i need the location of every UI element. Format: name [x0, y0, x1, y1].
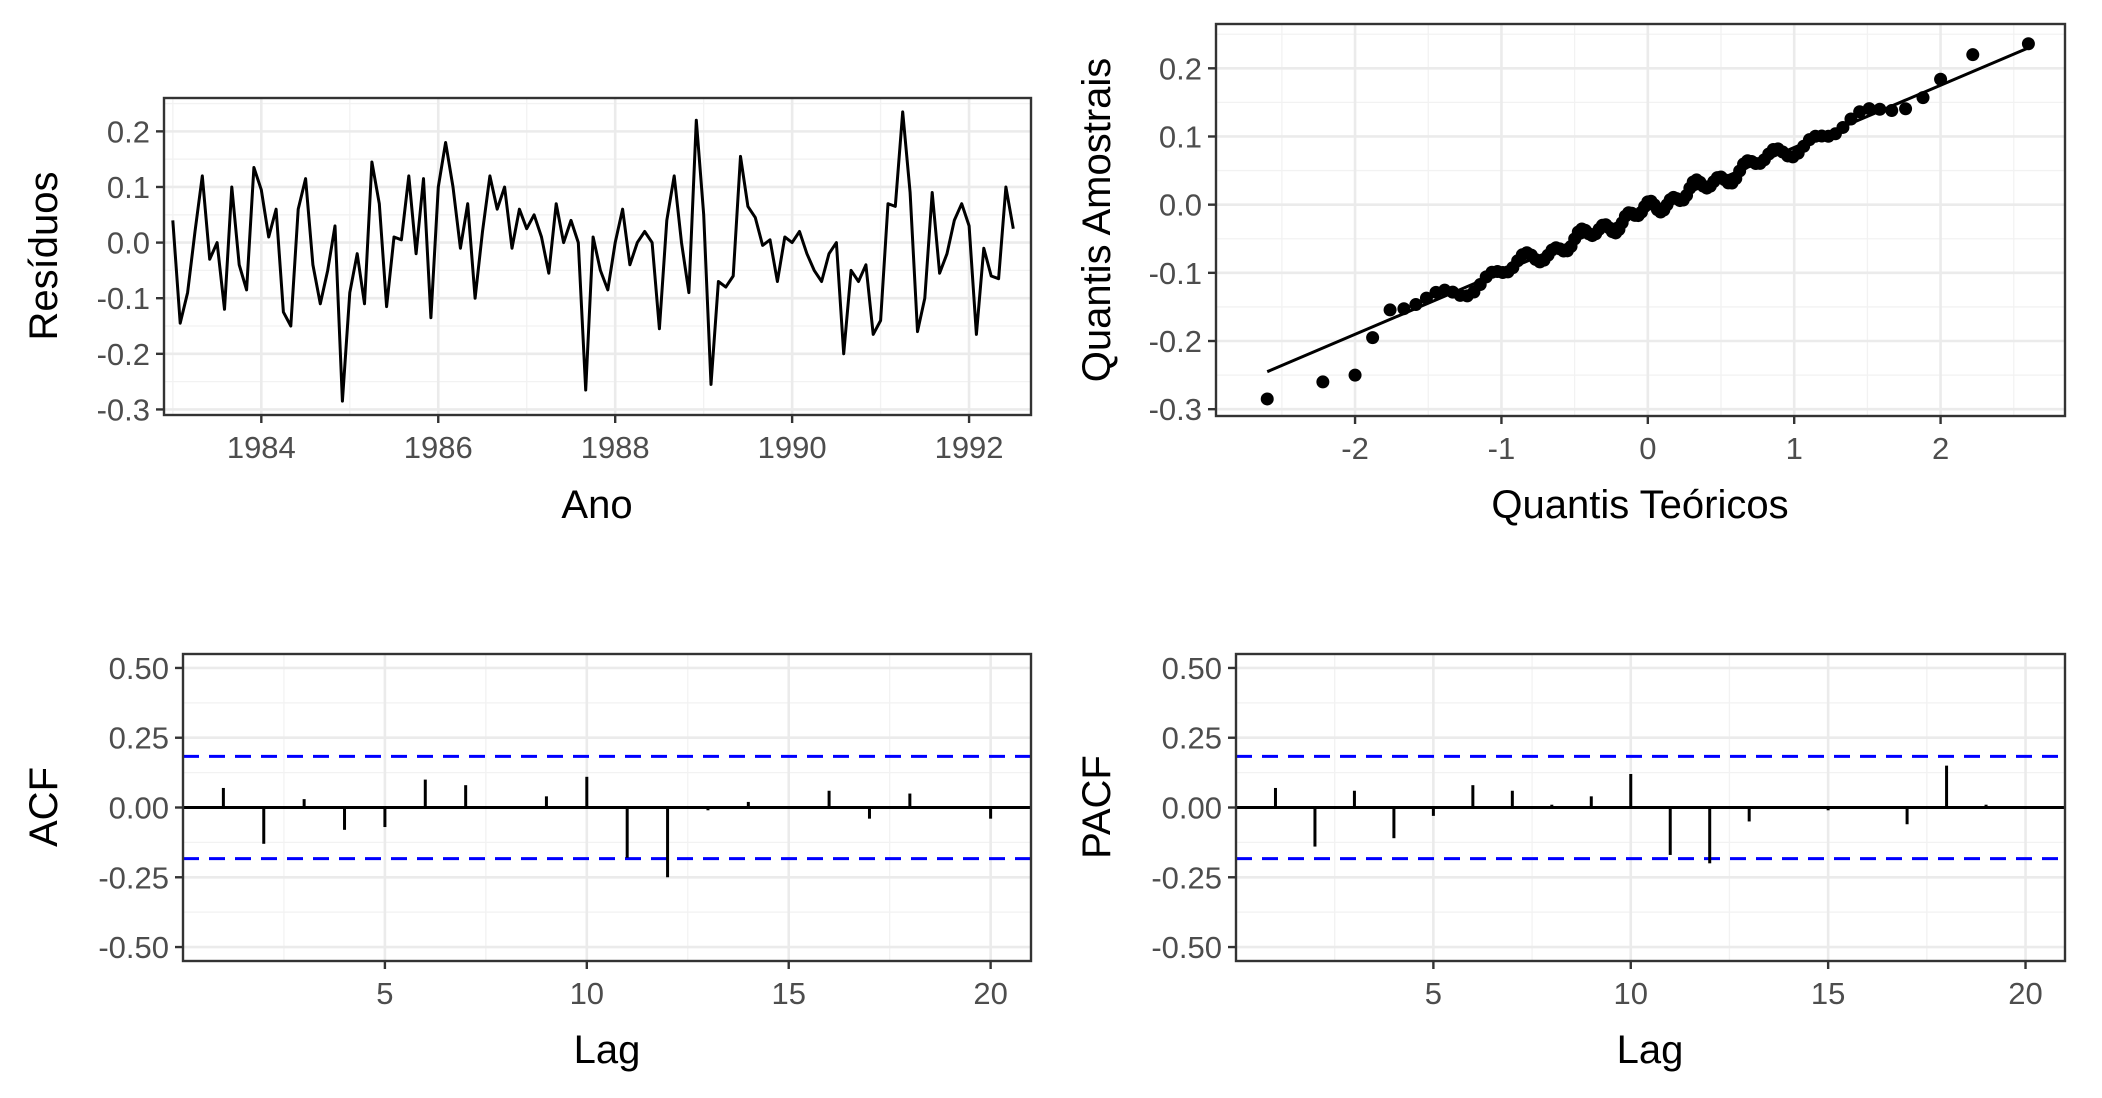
qq-point: [1885, 104, 1899, 118]
residuals-x-tick-label: 1992: [935, 430, 1004, 465]
acf-x-tick-label: 20: [973, 976, 1007, 1011]
qq-y-tick-label: 0.2: [1159, 51, 1202, 86]
residuals-y-tick-label: -0.3: [97, 392, 150, 427]
qq-y-axis-label: Quantis Amostrais: [1075, 58, 1119, 383]
qq-point: [1916, 91, 1930, 105]
acf-ticks: 5 10 15 20 -0.50 -0.25 0.00 0.25 0.50: [98, 651, 1008, 1011]
acf-y-tick-label: 0.50: [109, 651, 169, 686]
acf-x-tick-label: 10: [570, 976, 604, 1011]
residuals-y-axis-label: Resíduos: [22, 172, 66, 341]
qq-point: [1366, 331, 1380, 345]
qq-marks: [1260, 37, 2035, 406]
residuals-x-tick-label: 1984: [227, 430, 296, 465]
qq-ticks: -2 -1 0 1 2 -0.3 -0.2 -0.1 0.0 0.1 0.2: [1149, 51, 1950, 466]
pacf-x-tick-label: 10: [1614, 976, 1648, 1011]
qq-panel: -2 -1 0 1 2 -0.3 -0.2 -0.1 0.0 0.1 0.2 Quantis Teó…: [1075, 22, 2067, 527]
qq-y-tick-label: -0.3: [1149, 392, 1202, 427]
residuals-y-tick-label: 0.2: [107, 114, 150, 149]
pacf-panel: 5 10 15 20 -0.50 -0.25 0.00 0.25 0.50 Lag PACF: [1075, 651, 2067, 1072]
qq-point: [1419, 291, 1433, 305]
acf-y-tick-label: 0.00: [109, 791, 169, 826]
residuals-marks: [171, 110, 1015, 403]
acf-y-tick-label: -0.50: [98, 930, 169, 965]
residuals-grid: [164, 98, 1031, 415]
pacf-x-tick-label: 15: [1811, 976, 1845, 1011]
acf-y-tick-label: 0.25: [109, 721, 169, 756]
pacf-x-tick-label: 20: [2008, 976, 2042, 1011]
pacf-marks: [1236, 754, 2065, 864]
residuals-panel-border: [162, 96, 1033, 417]
qq-point: [1899, 102, 1913, 116]
acf-x-tick-label: 5: [376, 976, 393, 1011]
residuals-x-axis-label: Ano: [561, 483, 632, 527]
residuals-x-tick-label: 1986: [404, 430, 473, 465]
qq-x-axis-label: Quantis Teóricos: [1491, 483, 1788, 527]
pacf-x-axis-label: Lag: [1617, 1028, 1684, 1072]
residuals-x-tick-label: 1990: [758, 430, 827, 465]
qq-y-tick-label: -0.1: [1149, 256, 1202, 291]
qq-y-tick-label: 0.0: [1159, 188, 1202, 223]
pacf-y-tick-label: -0.50: [1151, 930, 1222, 965]
qq-point: [1260, 392, 1274, 406]
qq-x-tick-label: 2: [1932, 431, 1949, 466]
qq-x-tick-label: 1: [1786, 431, 1803, 466]
residuals-y-tick-label: -0.2: [97, 337, 150, 372]
residuals-x-tick-label: 1988: [581, 430, 650, 465]
qq-x-tick-label: -2: [1341, 431, 1369, 466]
acf-y-tick-label: -0.25: [98, 860, 169, 895]
pacf-y-tick-label: 0.50: [1162, 651, 1222, 686]
qq-y-tick-label: 0.1: [1159, 119, 1202, 154]
qq-point: [1383, 303, 1397, 317]
qq-point: [1409, 298, 1423, 312]
qq-panel-border: [1214, 22, 2067, 418]
acf-marks: [183, 754, 1031, 878]
qq-point: [1844, 112, 1858, 126]
residuals-ticks: 1984 1986 1988 1990 1992 -0.3 -0.2 -0.1 0.0 0.1 0.…: [97, 114, 1004, 465]
qq-point: [1873, 102, 1887, 116]
acf-x-tick-label: 15: [771, 976, 805, 1011]
residuals-y-tick-label: -0.1: [97, 281, 150, 316]
qq-point: [1934, 72, 1948, 86]
qq-x-tick-label: -1: [1488, 431, 1516, 466]
qq-point: [1348, 368, 1362, 382]
pacf-x-tick-label: 5: [1425, 976, 1442, 1011]
pacf-ticks: 5 10 15 20 -0.50 -0.25 0.00 0.25 0.50: [1151, 651, 2042, 1011]
qq-point: [2021, 37, 2035, 51]
acf-x-axis-label: Lag: [574, 1028, 641, 1072]
qq-point: [1397, 302, 1411, 316]
qq-point: [1316, 375, 1330, 389]
pacf-y-axis-label: PACF: [1075, 755, 1119, 859]
residuals-y-tick-label: 0.0: [107, 226, 150, 261]
qq-point: [1966, 48, 1980, 62]
acf-y-axis-label: ACF: [22, 767, 66, 847]
acf-panel: 5 10 15 20 -0.50 -0.25 0.00 0.25 0.50 Lag ACF: [22, 651, 1033, 1072]
qq-point: [1862, 102, 1876, 116]
qq-point: [1836, 120, 1850, 134]
qq-y-tick-label: -0.2: [1149, 324, 1202, 359]
pacf-y-tick-label: -0.25: [1151, 860, 1222, 895]
qq-x-tick-label: 0: [1639, 431, 1656, 466]
residuals-panel: 1984 1986 1988 1990 1992 -0.3 -0.2 -0.1 0.0 0.1 0.…: [22, 96, 1033, 527]
residuals-series-line: [171, 110, 1015, 403]
pacf-y-tick-label: 0.25: [1162, 721, 1222, 756]
residuals-y-tick-label: 0.1: [107, 170, 150, 205]
pacf-y-tick-label: 0.00: [1162, 791, 1222, 826]
